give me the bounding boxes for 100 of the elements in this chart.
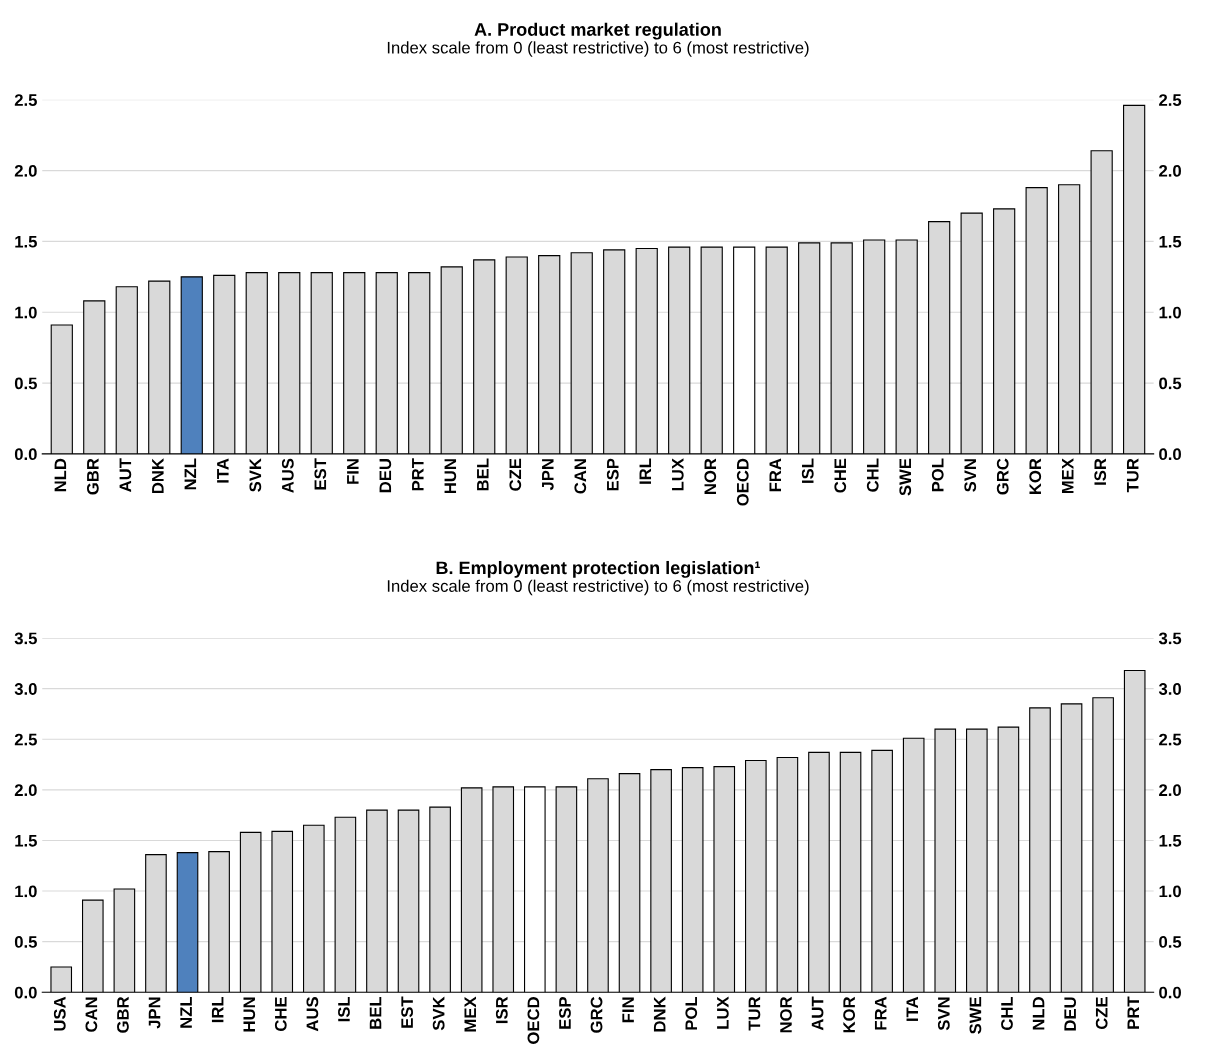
y2-tick-label: 0.0	[1159, 986, 1181, 999]
chart-title: A. Product market regulation	[474, 22, 721, 40]
bar	[176, 852, 199, 993]
chart-subtitle: Index scale from 0 (least restrictive) to 6 (most restrictive)	[387, 41, 809, 57]
x-tick-label: CZE	[1095, 997, 1108, 1030]
x-tick-label: TUR	[748, 996, 761, 1031]
y-tick-label: 0.0	[14, 448, 37, 461]
x-tick-label: AUS	[306, 997, 319, 1032]
x-tick-label: NZL	[184, 458, 197, 490]
x-tick-label: SVN	[964, 459, 977, 492]
x-tick-label: ITA	[217, 458, 229, 483]
x-tick-label: AUT	[811, 996, 824, 1031]
y2-tick-label: 2.5	[1159, 94, 1182, 106]
x-tick-label: CHL	[866, 458, 879, 492]
x-tick-label: CAN	[574, 459, 587, 494]
x-tick-label: GRC	[590, 996, 603, 1033]
x-tick-label: DEU	[379, 459, 392, 493]
x-tick-label: CHE	[274, 997, 287, 1031]
y-tick-label: 3.0	[14, 683, 37, 695]
x-tick-label: NOR	[780, 996, 792, 1033]
y2-tick-label: 0.5	[1159, 377, 1182, 390]
x-tick-label: PRT	[1127, 996, 1140, 1029]
x-tick-label: FIN	[347, 459, 359, 484]
y2-tick-label: 3.0	[1158, 683, 1181, 695]
chart-subtitle: Index scale from 0 (least restrictive) to 6 (most restrictive)	[387, 579, 809, 596]
x-tick-label: JPN	[148, 997, 161, 1029]
bar	[50, 966, 73, 993]
y-tick-label: 2.0	[14, 164, 37, 177]
x-tick-label: SVK	[432, 996, 445, 1031]
x-tick-label: SVN	[937, 997, 950, 1031]
x-tick-label: ESP	[606, 458, 619, 491]
x-tick-label: GRC	[996, 458, 1009, 495]
y2-tick-label: 2.5	[1159, 733, 1182, 746]
x-tick-label: JPN	[542, 459, 554, 491]
x-tick-label: GBR	[86, 458, 99, 495]
y-tick-label: 0.5	[14, 936, 37, 948]
y-tick-label: 1.5	[15, 235, 37, 248]
bar	[523, 786, 546, 993]
x-tick-label: DNK	[152, 458, 164, 494]
y2-tick-label: 3.5	[1158, 632, 1182, 645]
y2-tick-label: 0.0	[1159, 448, 1181, 461]
x-tick-label: KOR	[1029, 458, 1042, 495]
x-tick-label: MEX	[464, 996, 476, 1032]
x-tick-label: KOR	[843, 996, 856, 1033]
x-tick-label: CHL	[1001, 996, 1013, 1030]
x-tick-label: POL	[685, 996, 698, 1030]
y2-tick-label: 1.5	[1159, 835, 1182, 847]
x-tick-label: CAN	[85, 997, 98, 1032]
x-tick-label: ITA	[906, 996, 918, 1021]
y-tick-label: 0.0	[14, 986, 37, 999]
x-tick-label: ISL	[338, 996, 350, 1022]
y2-tick-label: 1.5	[1159, 235, 1182, 248]
y-tick-label: 1.5	[15, 835, 37, 847]
x-tick-label: IRL	[211, 996, 224, 1023]
y2-tick-label: 2.0	[1159, 784, 1181, 797]
chart-title: B. Employment protection legislation¹	[436, 560, 760, 578]
x-tick-label: AUS	[281, 458, 294, 493]
y-tick-label: 0.5	[14, 377, 37, 390]
x-tick-label: USA	[53, 996, 66, 1031]
x-tick-label: DNK	[653, 996, 666, 1032]
y-tick-label: 3.5	[14, 632, 37, 645]
y-tick-label: 2.5	[14, 733, 37, 746]
x-tick-label: ISL	[801, 458, 814, 483]
x-tick-label: ISR	[495, 996, 508, 1024]
x-tick-label: HUN	[444, 459, 457, 494]
x-tick-label: DEU	[1064, 997, 1077, 1031]
x-tick-label: EST	[314, 458, 327, 490]
y-tick-label: 1.0	[15, 885, 37, 898]
y-tick-label: 2.5	[14, 94, 37, 106]
y2-tick-label: 1.0	[1159, 306, 1181, 319]
x-tick-label: SWE	[969, 997, 982, 1034]
x-tick-label: AUT	[119, 458, 132, 492]
x-tick-label: NZL	[180, 996, 192, 1028]
x-tick-label: BEL	[477, 458, 489, 491]
x-tick-label: FIN	[622, 997, 634, 1023]
x-tick-label: SVK	[249, 458, 262, 492]
x-tick-label: LUX	[717, 996, 729, 1029]
x-tick-label: TUR	[1126, 458, 1139, 493]
x-tick-label: NLD	[1032, 997, 1045, 1030]
x-tick-label: ESP	[559, 996, 571, 1029]
x-tick-label: EST	[401, 996, 413, 1028]
x-tick-label: GBR	[117, 996, 129, 1033]
x-tick-label: POL	[931, 458, 944, 492]
x-tick-label: FRA	[874, 996, 887, 1030]
x-tick-label: LUX	[672, 458, 684, 491]
x-tick-label: OECD	[527, 997, 540, 1044]
x-tick-label: CHE	[834, 458, 847, 493]
x-tick-label: HUN	[243, 997, 256, 1032]
y2-tick-label: 2.0	[1159, 164, 1181, 177]
x-tick-label: IRL	[639, 458, 652, 484]
x-tick-label: FRA	[769, 458, 781, 492]
x-tick-label: CZE	[509, 458, 522, 491]
y-tick-label: 2.0	[14, 784, 37, 797]
y-tick-label: 1.0	[15, 306, 37, 319]
x-tick-label: OECD	[736, 458, 749, 506]
x-tick-label: PRT	[412, 458, 424, 491]
x-tick-label: MEX	[1061, 458, 1074, 494]
x-tick-label: NOR	[704, 458, 717, 495]
x-tick-label: NLD	[54, 458, 67, 492]
x-tick-label: BEL	[369, 996, 382, 1029]
